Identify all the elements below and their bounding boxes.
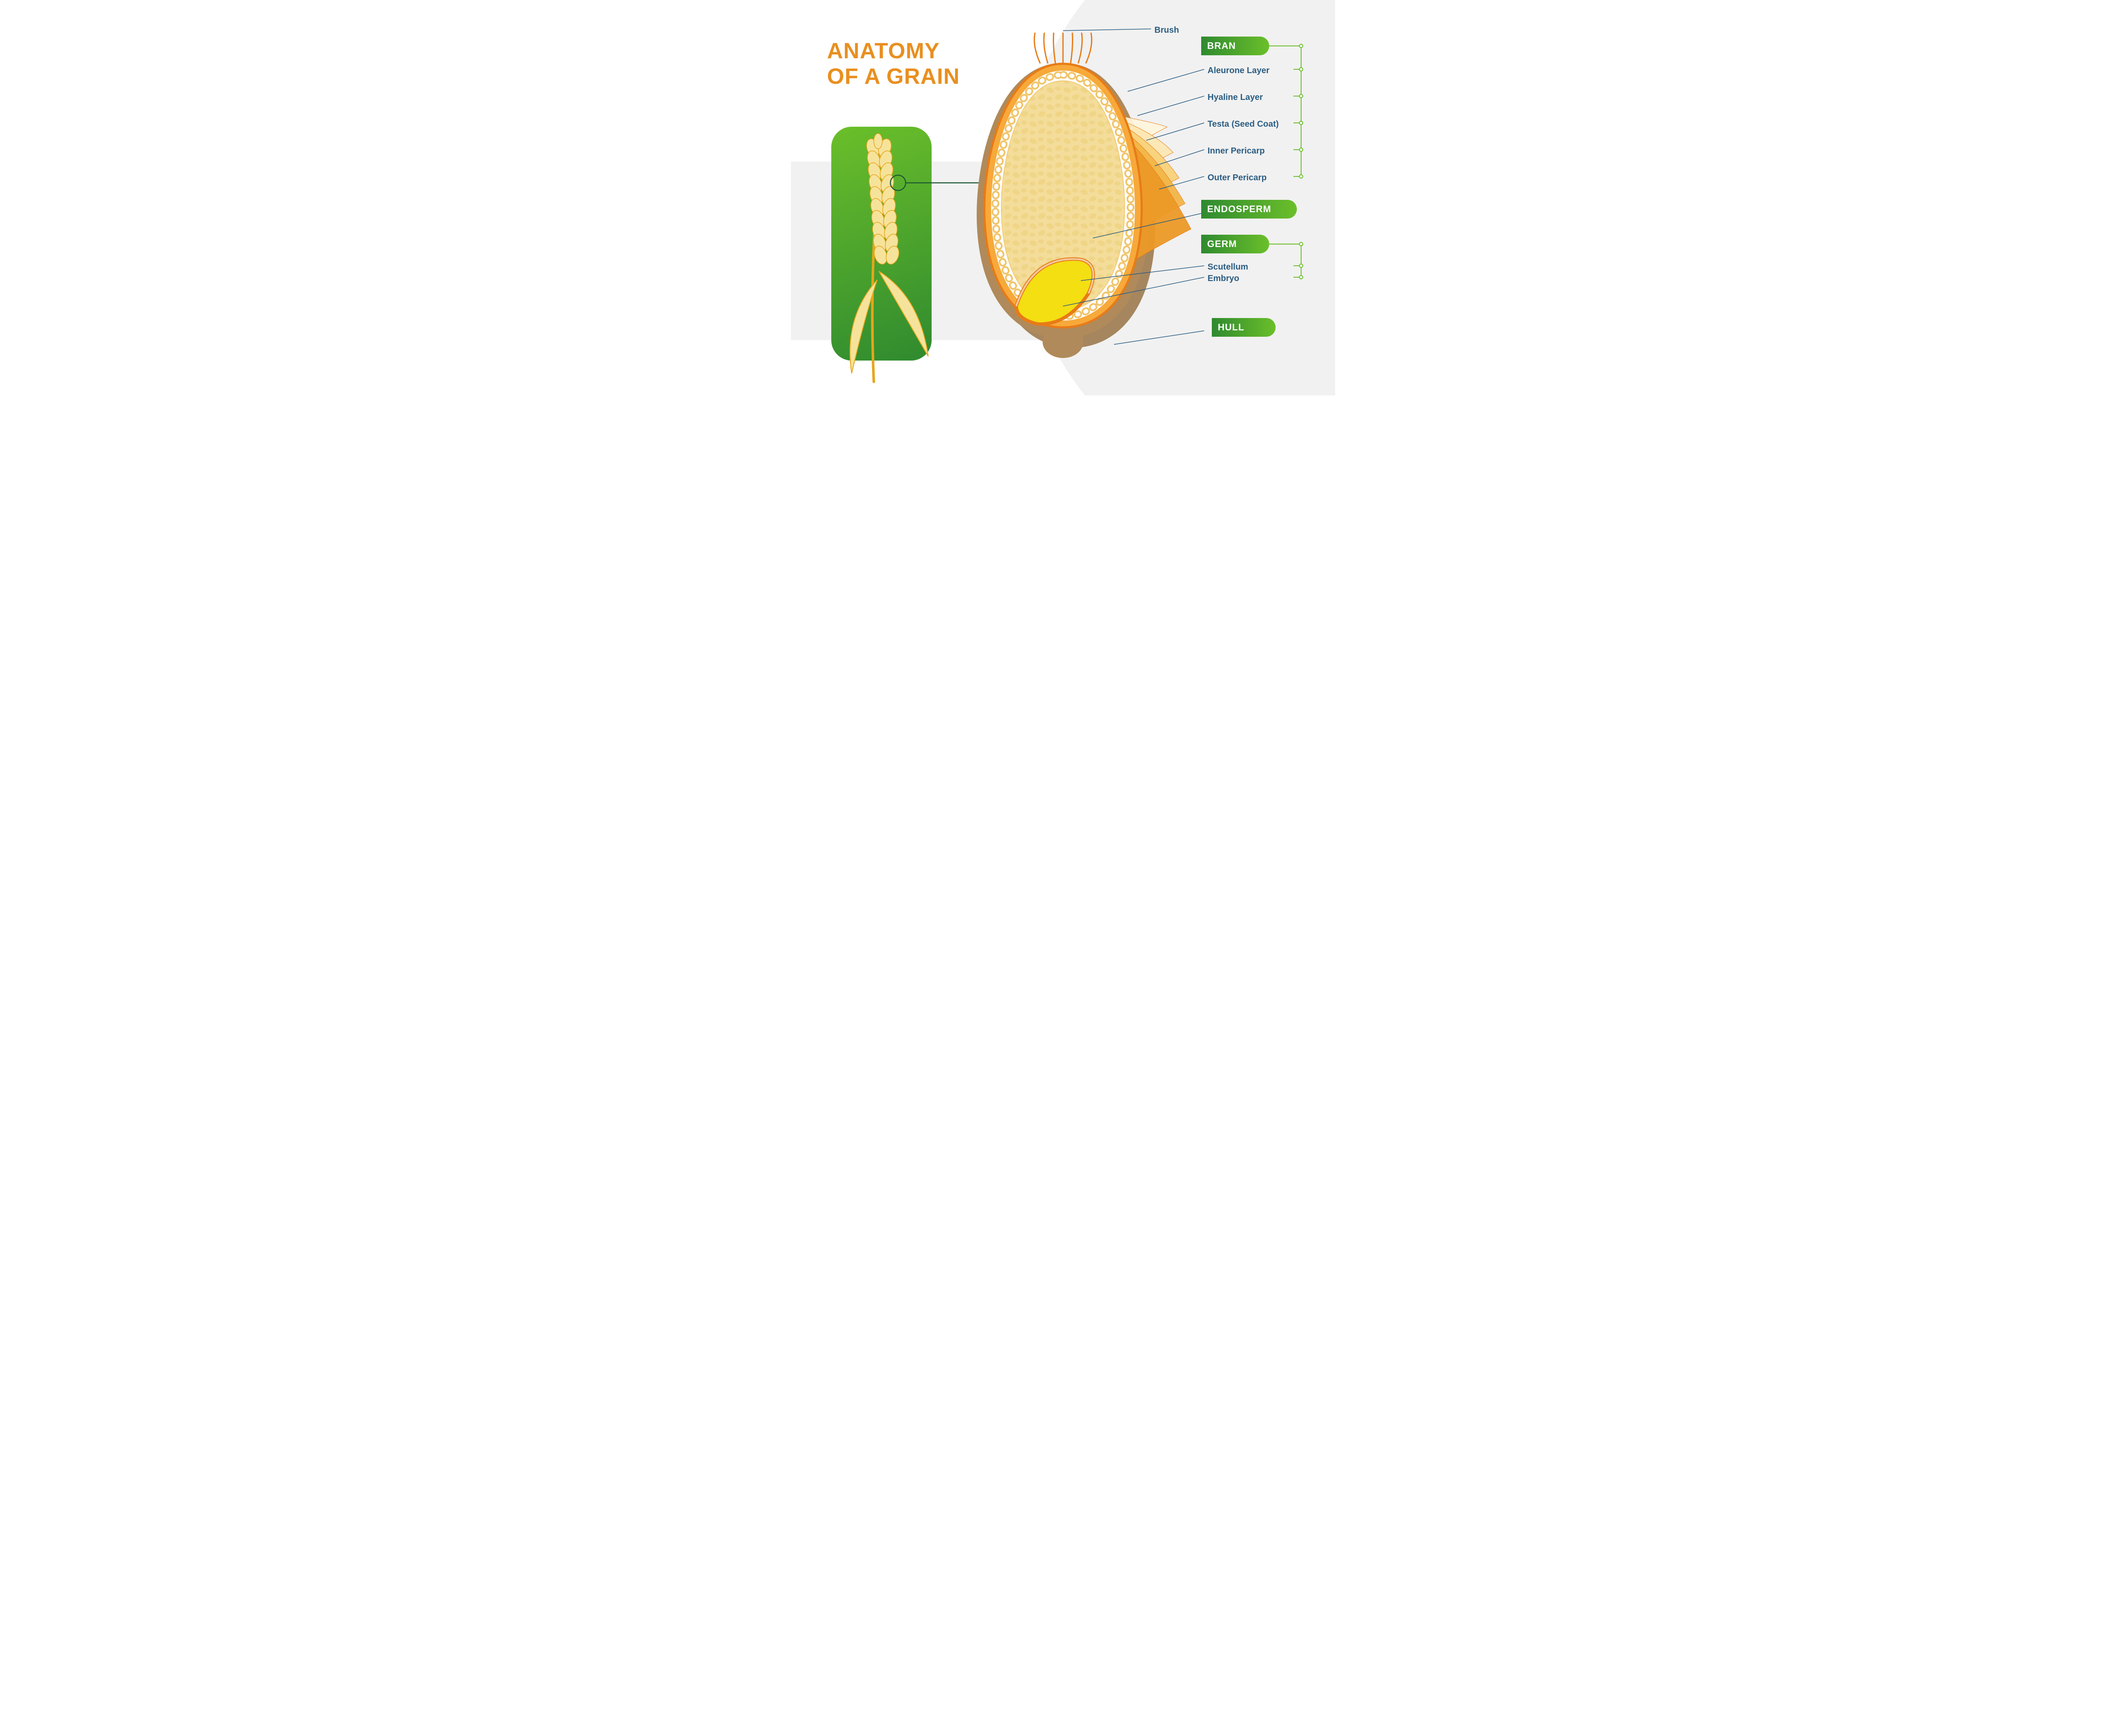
category-badge-endosperm: ENDOSPERM [1201,200,1297,219]
label-brush: Brush [1154,26,1179,35]
label-inner_pericarp: Inner Pericarp [1208,146,1265,156]
label-hyaline: Hyaline Layer [1208,93,1263,102]
category-badge-germ: GERM [1201,235,1269,253]
label-aleurone: Aleurone Layer [1208,66,1270,76]
label-scutellum: Scutellum [1208,262,1248,272]
title-line2: OF A GRAIN [827,64,960,89]
label-outer_pericarp: Outer Pericarp [1208,173,1267,183]
wheat-panel [831,127,932,361]
title-line1: ANATOMY [827,38,940,64]
label-testa: Testa (Seed Coat) [1208,119,1279,129]
infographic-stage: ANATOMYOF A GRAIN Brush Aleurone Layer Hyal… [791,0,1335,395]
label-embryo: Embryo [1208,274,1239,284]
category-badge-bran: BRAN [1201,37,1269,55]
category-badge-hull: HULL [1212,318,1276,337]
